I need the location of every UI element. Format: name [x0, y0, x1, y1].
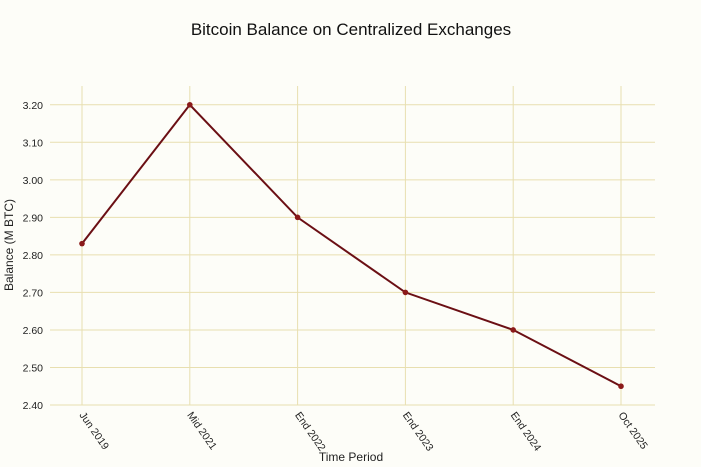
- y-tick-labels: 2.40 2.50 2.60 2.70 2.80 2.90 3.00 3.10 3.20: [23, 100, 44, 412]
- y-tick-label: 3.00: [23, 175, 44, 187]
- data-point: [402, 289, 409, 296]
- series-line: [81, 103, 622, 388]
- y-tick-label: 2.90: [23, 212, 44, 224]
- chart-title: Bitcoin Balance on Centralized Exchanges: [191, 20, 511, 39]
- data-point: [79, 240, 85, 247]
- y-axis-label: Balance (M BTC): [2, 199, 16, 291]
- data-points: [79, 101, 624, 390]
- y-tick-label: 2.80: [23, 250, 44, 262]
- y-tick-label: 2.50: [23, 362, 44, 374]
- y-tick-label: 3.10: [23, 137, 44, 149]
- y-tick-label: 2.40: [23, 400, 44, 412]
- data-point: [294, 214, 301, 221]
- data-point: [510, 327, 516, 333]
- data-point: [187, 101, 193, 108]
- y-tick-label: 2.70: [23, 287, 44, 299]
- y-tick-label: 3.20: [23, 100, 44, 112]
- y-tick-label: 2.60: [23, 325, 44, 337]
- data-point: [618, 383, 624, 390]
- x-axis-label: Time Period: [319, 450, 383, 464]
